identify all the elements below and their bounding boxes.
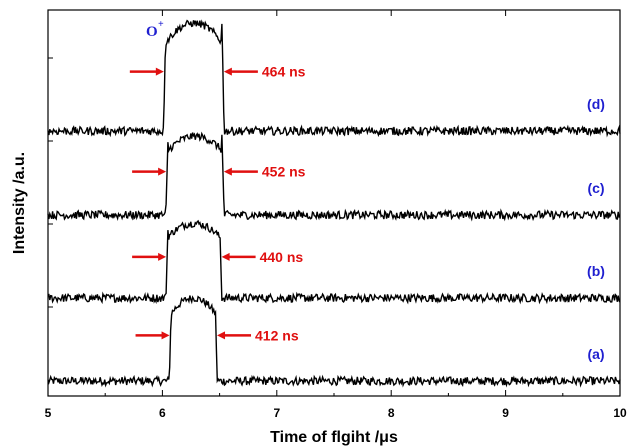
trace-c: [47, 131, 621, 222]
x-axis-title: Time of flgiht /μs: [270, 429, 398, 446]
fwhm-arrowhead-right: [223, 67, 232, 76]
trace-b: [47, 219, 621, 305]
trace-label: (b): [587, 263, 605, 279]
fwhm-arrowhead-left: [158, 252, 167, 261]
x-tick-label: 9: [502, 406, 509, 420]
fwhm-label: 440 ns: [260, 249, 304, 265]
axis-ticks: 5 6 7 8 9 10: [45, 10, 627, 420]
x-tick-label: 6: [159, 406, 166, 420]
x-tick-label: 5: [45, 406, 52, 420]
fwhm-arrowhead-left: [161, 331, 170, 340]
trace-d: [47, 19, 621, 138]
fwhm-label: 412 ns: [255, 327, 299, 343]
trace-a: [47, 295, 621, 388]
x-tick-label: 8: [388, 406, 395, 420]
ion-label-superscript: +: [158, 19, 164, 30]
plot-frame: [47, 9, 621, 397]
trace-label: (a): [587, 346, 604, 362]
fwhm-label: 452 ns: [262, 164, 306, 180]
trace-label: (c): [587, 180, 604, 196]
trace-label: (d): [587, 96, 605, 112]
y-axis-title: Intensity /a.u.: [11, 152, 28, 254]
fwhm-arrowhead-right: [223, 167, 232, 176]
x-tick-label: 7: [273, 406, 280, 420]
fwhm-arrowhead-right: [221, 252, 230, 261]
fwhm-arrowhead-right: [217, 331, 226, 340]
ion-label: O: [146, 24, 158, 40]
traces: [47, 19, 621, 388]
fwhm-arrowhead-left: [158, 167, 167, 176]
annotations: (a) 412 ns (b) 440 ns (c) 452 ns (d) 464 ns: [129, 64, 605, 362]
x-tick-label: 10: [613, 406, 627, 420]
fwhm-arrowhead-left: [155, 67, 164, 76]
fwhm-label: 464 ns: [262, 64, 306, 80]
